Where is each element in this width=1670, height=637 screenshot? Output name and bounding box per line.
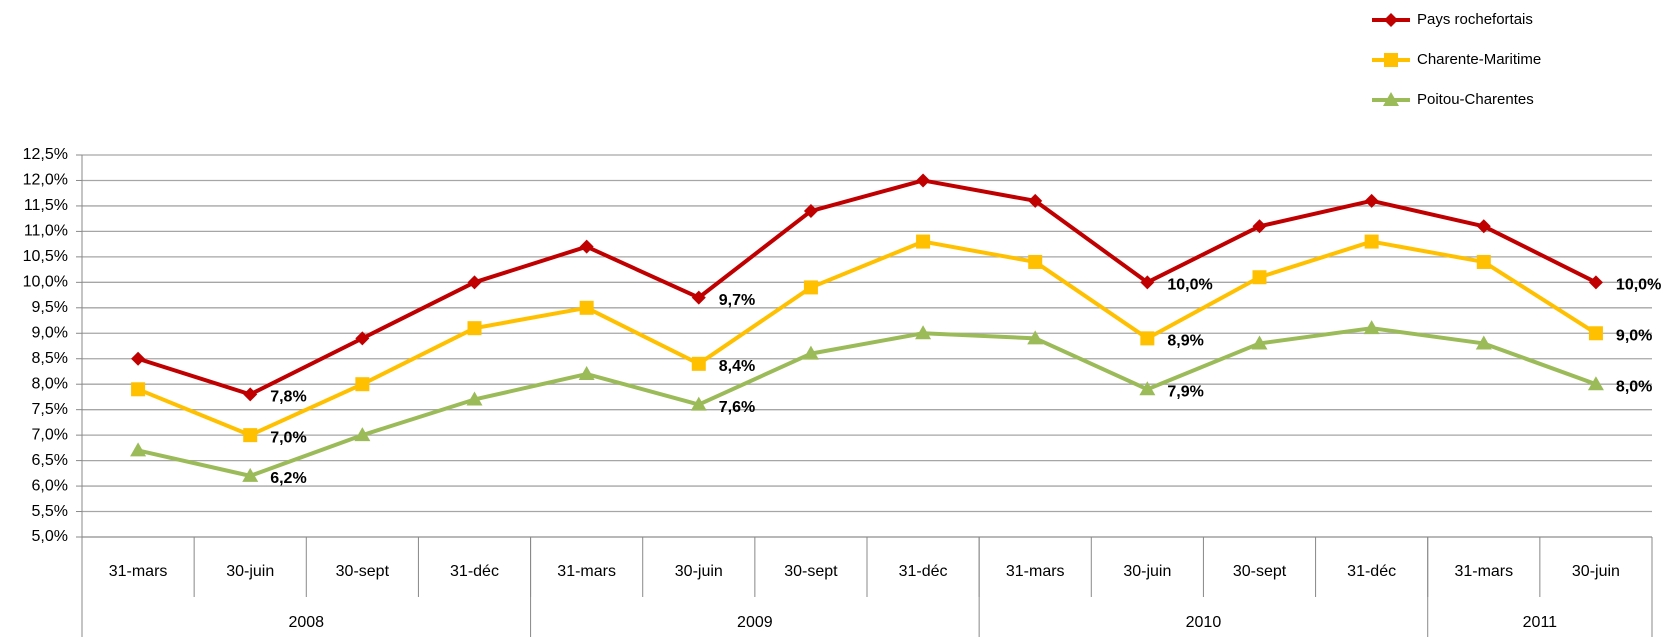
data-label: 6,2% [270, 470, 306, 487]
point-marker [578, 366, 595, 381]
y-tick-label: 9,0% [32, 324, 68, 341]
x-group-label: 2009 [737, 614, 773, 631]
point-marker [131, 351, 146, 366]
series-line [137, 326, 1597, 478]
point-marker [242, 467, 259, 482]
point-marker [1588, 275, 1603, 290]
point-marker [130, 442, 147, 457]
x-tick-label: 31-mars [557, 563, 616, 580]
point-marker [579, 300, 594, 315]
data-label: 10,0% [1616, 277, 1661, 294]
point-marker [1140, 275, 1155, 290]
x-group-label: 2011 [1523, 614, 1558, 631]
data-label: 7,0% [270, 429, 306, 446]
x-group-label: 2008 [288, 614, 324, 631]
data-label: 8,9% [1167, 333, 1203, 350]
point-marker [1028, 254, 1043, 269]
point-marker [1588, 326, 1603, 341]
point-marker [690, 396, 707, 411]
x-tick-label: 30-sept [784, 563, 838, 580]
point-marker [1252, 270, 1267, 285]
legend-marker [1383, 92, 1399, 106]
y-tick-label: 11,5% [24, 197, 68, 214]
point-marker [467, 275, 482, 290]
legend-label: Poitou-Charentes [1417, 91, 1534, 108]
point-marker [1476, 219, 1491, 234]
x-tick-label: 30-sept [1233, 563, 1287, 580]
y-tick-label: 8,5% [32, 350, 68, 367]
data-label: 7,9% [1167, 384, 1203, 401]
point-marker [1140, 331, 1155, 346]
y-tick-label: 5,0% [32, 528, 68, 545]
legend-marker [1384, 13, 1398, 27]
y-tick-label: 8,0% [32, 375, 68, 392]
point-marker [467, 321, 482, 336]
point-marker [1251, 335, 1268, 350]
x-tick-label: 31-mars [1006, 563, 1065, 580]
point-marker [803, 204, 818, 219]
point-marker [355, 377, 370, 392]
y-tick-label: 6,0% [32, 477, 68, 494]
point-marker [1028, 193, 1043, 208]
point-marker [916, 234, 931, 249]
point-marker [1364, 234, 1379, 249]
x-tick-label: 30-juin [1572, 563, 1620, 580]
x-tick-label: 31-déc [899, 563, 948, 580]
data-label: 8,0% [1616, 378, 1652, 395]
data-label: 7,6% [719, 399, 755, 416]
point-marker [466, 391, 483, 406]
y-tick-label: 6,5% [32, 452, 68, 469]
data-label: 9,0% [1616, 327, 1652, 344]
x-group-label: 2010 [1186, 614, 1222, 631]
y-tick-label: 11,0% [24, 223, 68, 240]
x-tick-label: 31-déc [1347, 563, 1396, 580]
point-marker [579, 239, 594, 254]
data-label: 8,4% [719, 358, 755, 375]
point-marker [1476, 254, 1491, 269]
point-marker [354, 427, 371, 442]
y-tick-label: 9,5% [32, 299, 68, 316]
point-marker [243, 387, 258, 402]
legend-label: Pays rochefortais [1417, 11, 1533, 28]
y-tick-label: 12,0% [23, 172, 68, 189]
point-marker [355, 331, 370, 346]
point-marker [131, 382, 146, 397]
point-marker [1139, 381, 1156, 396]
y-tick-label: 7,5% [32, 401, 68, 418]
point-marker [691, 356, 706, 371]
point-marker [803, 280, 818, 295]
y-tick-label: 7,0% [32, 426, 68, 443]
x-tick-label: 31-déc [450, 563, 499, 580]
x-tick-label: 30-juin [1123, 563, 1171, 580]
data-label: 9,7% [719, 292, 755, 309]
legend-marker [1384, 53, 1398, 67]
x-tick-label: 30-juin [675, 563, 723, 580]
legend-label: Charente-Maritime [1417, 51, 1541, 68]
point-marker [1027, 330, 1044, 345]
series-line [137, 239, 1598, 438]
data-label: 10,0% [1167, 277, 1212, 294]
x-tick-label: 31-mars [109, 563, 168, 580]
y-tick-label: 5,5% [32, 503, 68, 520]
point-marker [916, 173, 931, 188]
point-marker [1475, 335, 1492, 350]
data-label: 7,8% [270, 389, 306, 406]
series-line [137, 178, 1597, 397]
x-tick-label: 30-juin [226, 563, 274, 580]
point-marker [1252, 219, 1267, 234]
y-tick-label: 12,5% [23, 146, 68, 163]
point-marker [691, 290, 706, 305]
x-tick-label: 31-mars [1454, 563, 1513, 580]
point-marker [802, 345, 819, 360]
point-marker [1587, 376, 1604, 391]
y-tick-label: 10,0% [23, 274, 68, 291]
y-tick-label: 10,5% [23, 248, 68, 265]
x-tick-label: 30-sept [336, 563, 390, 580]
point-marker [1364, 193, 1379, 208]
point-marker [243, 428, 258, 443]
point-marker [1363, 320, 1380, 335]
point-marker [915, 325, 932, 340]
